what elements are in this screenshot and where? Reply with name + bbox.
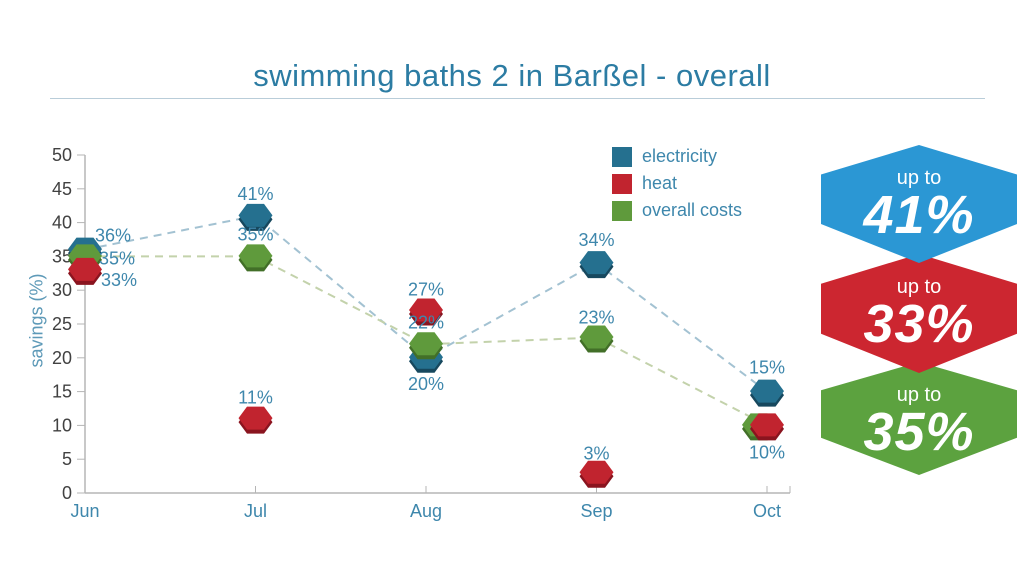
svg-text:Aug: Aug [410,501,442,521]
page-title: swimming baths 2 in Barßel - overall [253,58,771,93]
badge-prefix: up to [896,167,942,189]
overall-costs-swatch [612,200,632,221]
svg-text:Jun: Jun [70,501,99,521]
badge-value: 33% [863,294,975,354]
svg-text:34%: 34% [578,230,614,250]
svg-text:10%: 10% [749,442,785,462]
svg-text:3%: 3% [583,444,609,464]
legend-item-overall-costs: overall costs [612,197,742,224]
svg-text:20: 20 [52,348,72,368]
svg-text:10: 10 [52,415,72,435]
svg-text:27%: 27% [408,279,444,299]
legend-label: heat [642,173,678,193]
savings-line-chart: 0 5 10 15 20 25 30 35 40 45 50 Jun Jul Aug Sep Oct 36% 41… [52,145,791,521]
svg-text:Jul: Jul [244,501,267,521]
badge-heat-max: up to 33% [821,254,1017,373]
svg-text:35: 35 [52,246,72,266]
svg-text:0: 0 [62,483,72,503]
svg-text:20%: 20% [408,374,444,394]
svg-text:23%: 23% [578,308,614,328]
svg-text:22%: 22% [408,312,444,332]
legend-item-electricity: electricity [612,143,742,170]
badge-value: 41% [863,185,975,245]
svg-text:36%: 36% [95,226,131,246]
svg-text:50: 50 [52,145,72,165]
svg-text:15: 15 [52,382,72,402]
badge-electricity-max: up to 41% [821,145,1017,263]
title-divider [50,98,985,99]
svg-text:41%: 41% [237,184,273,204]
legend-item-heat: heat [612,170,742,197]
svg-text:40: 40 [52,213,72,233]
svg-text:30: 30 [52,280,72,300]
legend-label: electricity [642,146,718,166]
svg-text:33%: 33% [101,270,137,290]
svg-text:35%: 35% [237,224,273,244]
badge-prefix: up to [896,276,942,298]
badge-value: 35% [863,402,975,462]
chart-legend: electricity heat overall costs [612,143,742,224]
svg-text:5: 5 [62,449,72,469]
svg-text:Sep: Sep [580,501,612,521]
svg-text:Oct: Oct [753,501,781,521]
svg-text:15%: 15% [749,358,785,378]
electricity-swatch [612,146,632,167]
svg-text:35%: 35% [99,248,135,268]
svg-text:45: 45 [52,179,72,199]
legend-label: overall costs [642,200,743,220]
heat-swatch [612,173,632,194]
svg-text:11%: 11% [238,388,273,408]
svg-text:25: 25 [52,314,72,334]
badge-prefix: up to [896,384,942,406]
badge-overall-costs-max: up to 35% [821,362,1017,475]
